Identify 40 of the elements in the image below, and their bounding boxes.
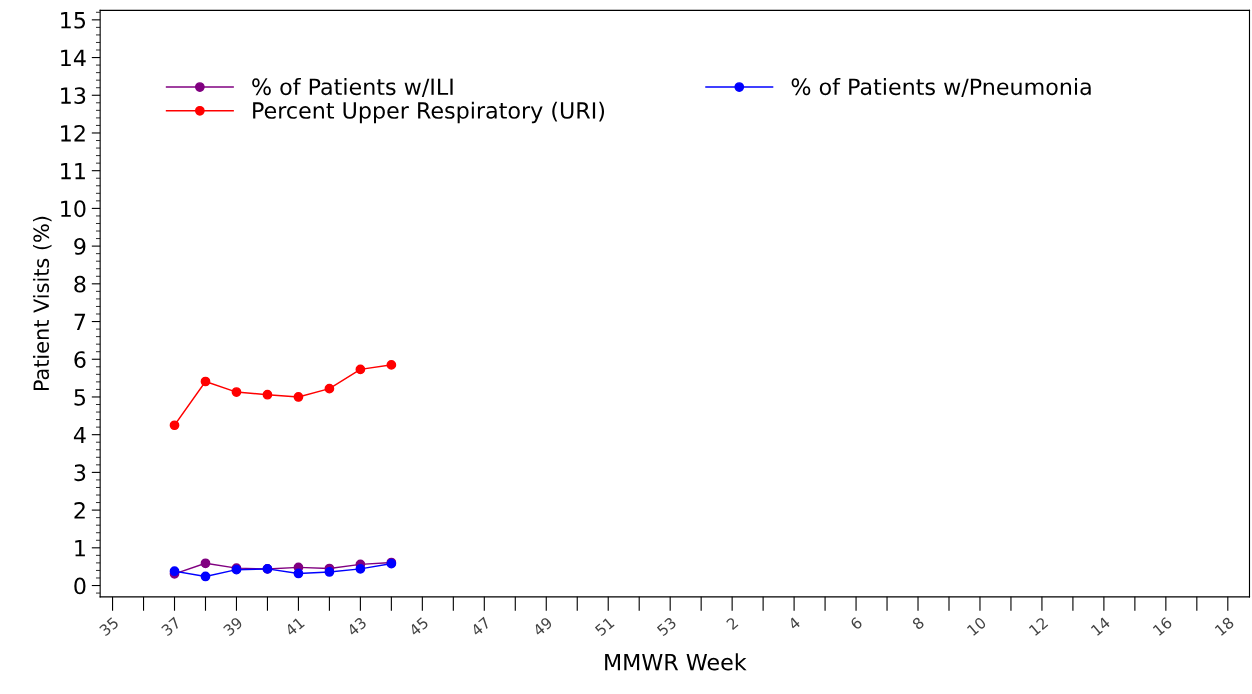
x-tick-label: 4 [787, 616, 801, 631]
x-tick-label: 18 [1214, 616, 1235, 637]
x-tick-label: 10 [966, 616, 987, 637]
y-tick-label: 10 [61, 200, 86, 218]
x-axis-title: MMWR Week [605, 653, 747, 671]
x-tick-label: 2 [725, 616, 739, 631]
x-tick-label: 45 [408, 616, 429, 637]
y-tick-label: 2 [74, 502, 85, 519]
y-tick-label: 7 [74, 313, 86, 330]
y-tick-label: 3 [74, 464, 86, 482]
y-tick-label: 4 [73, 426, 86, 444]
y-tick-label: 6 [74, 351, 86, 369]
y-tick-label: 14 [61, 49, 86, 66]
x-tick-label: 53 [656, 616, 677, 637]
x-tick-label: 51 [594, 616, 615, 637]
y-tick-label: 0 [74, 577, 86, 595]
x-tick-label: 49 [532, 616, 554, 637]
legend-label: % of Patients w/ILI [252, 77, 453, 97]
x-tick-label: 47 [470, 616, 491, 637]
y-tick-label: 13 [61, 87, 86, 105]
y-tick-label: 15 [61, 12, 86, 29]
y-axis-title: Patient Visits (%) [32, 216, 52, 391]
legend-label: % of Patients w/Pneumonia [791, 77, 1091, 97]
y-tick-label: 1 [75, 540, 85, 557]
x-tick-label: 6 [849, 616, 863, 631]
y-tick-label: 11 [61, 162, 85, 180]
x-tick-label: 16 [1152, 616, 1173, 637]
x-tick-label: 14 [1090, 616, 1111, 636]
legend-label: Percent Upper Respiratory (URI) [253, 101, 605, 124]
y-tick-label: 5 [74, 389, 86, 406]
x-tick-label: 39 [222, 616, 244, 637]
x-tick-label: 12 [1028, 616, 1049, 636]
y-tick-label: 8 [74, 275, 86, 293]
x-tick-label: 43 [346, 616, 368, 637]
x-tick-label: 35 [98, 616, 120, 637]
x-tick-label: 37 [160, 616, 182, 637]
x-tick-label: 41 [284, 616, 305, 637]
y-tick-label: 9 [74, 238, 86, 255]
x-tick-label: 8 [911, 616, 925, 631]
y-tick-label: 12 [61, 124, 85, 142]
